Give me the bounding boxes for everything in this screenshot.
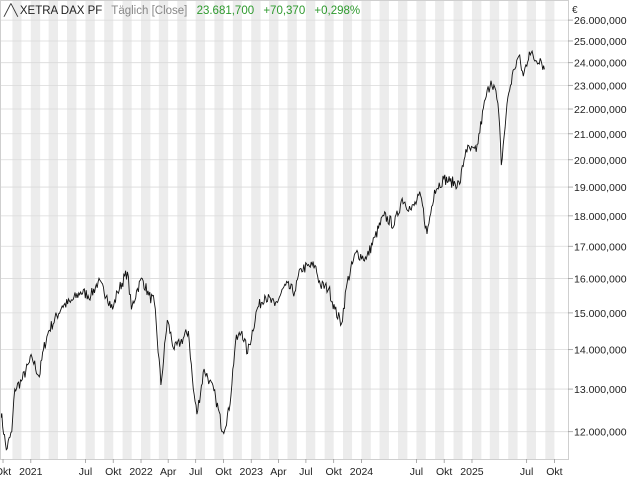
x-tick-label: Jul — [410, 466, 423, 478]
chart-header: ╱╲ XETRA DAX PF Täglich [Close] 23.681,70… — [4, 3, 366, 19]
month-band — [324, 0, 334, 459]
instrument-name: XETRA DAX PF — [19, 5, 103, 17]
y-tick-label: 13.000,000 — [574, 384, 627, 396]
y-tick-label: 12.000,000 — [574, 427, 627, 439]
month-bands — [12, 0, 555, 459]
y-tick-label: 23.000,000 — [574, 80, 627, 92]
y-tick-label: 18.000,000 — [574, 211, 627, 223]
month-band — [251, 0, 261, 459]
x-tick-label: Okt — [105, 466, 121, 478]
month-band — [416, 0, 426, 459]
month-band — [526, 0, 536, 459]
month-band — [122, 0, 132, 459]
month-band — [177, 0, 187, 459]
month-band — [232, 0, 242, 459]
month-band — [287, 0, 297, 459]
month-band — [141, 0, 151, 459]
month-band — [508, 0, 518, 459]
month-band — [195, 0, 206, 459]
gridlines — [0, 19, 568, 433]
dax-price-line — [0, 49, 545, 451]
frequency-label: Täglich [Close] — [111, 5, 188, 17]
y-tick-label: 19.000,000 — [574, 182, 627, 194]
last-price: 23.681,700 — [196, 5, 255, 17]
x-tick-label: Okt — [546, 466, 562, 478]
month-band — [104, 0, 114, 459]
y-axis: 12.000,000 13.000,000 14.000,000 15.000,000… — [568, 15, 627, 439]
y-tick-label: 22.000,000 — [574, 104, 627, 116]
month-band — [379, 0, 389, 459]
y-tick-label: 21.000,000 — [574, 129, 627, 141]
month-band — [361, 0, 371, 459]
change-pct: +0,298% — [314, 5, 361, 17]
month-band — [397, 0, 408, 459]
month-band — [85, 0, 95, 459]
y-tick-label: 16.000,000 — [574, 274, 627, 286]
x-tick-label: Jul — [299, 466, 312, 478]
x-tick-label: Okt — [215, 466, 231, 478]
x-tick-label: 2024 — [350, 466, 374, 478]
x-tick-label: Jul — [189, 466, 202, 478]
month-band — [12, 0, 22, 459]
x-tick-label: Okt — [0, 466, 11, 478]
month-band — [435, 0, 445, 459]
change-abs: +70,370 — [263, 5, 306, 17]
month-band — [471, 0, 482, 459]
y-tick-label: 24.000,000 — [574, 58, 627, 70]
plot-frame — [0, 0, 569, 460]
month-band — [453, 0, 463, 459]
month-band — [305, 0, 316, 459]
month-band — [214, 0, 224, 459]
x-tick-label: Jul — [79, 466, 92, 478]
month-band — [489, 0, 500, 459]
x-tick-label: 2022 — [129, 466, 153, 478]
y-tick-label: 14.000,000 — [574, 345, 627, 357]
y-tick-label: 15.000,000 — [574, 308, 627, 320]
x-tick-label: 2023 — [240, 466, 264, 478]
x-tick-label: 2021 — [19, 466, 43, 478]
x-tick-label: 2025 — [460, 466, 484, 478]
month-band — [269, 0, 279, 459]
y-tick-label: 26.000,000 — [574, 15, 627, 27]
line-chart-icon: ╱╲ — [4, 5, 18, 17]
month-band — [67, 0, 77, 459]
month-band — [545, 0, 555, 459]
month-band — [48, 0, 58, 459]
month-band — [343, 0, 353, 459]
x-tick-label: Okt — [326, 466, 342, 478]
x-axis: Okt 2021 Jul Okt 2022 Apr Jul Okt 2023 Apr Jul Okt 2… — [0, 459, 563, 478]
y-tick-label: 20.000,000 — [574, 155, 627, 167]
x-tick-label: Okt — [436, 466, 452, 478]
y-tick-label: 25.000,000 — [574, 36, 627, 48]
currency-symbol: € — [572, 5, 578, 16]
x-tick-label: Apr — [160, 466, 177, 478]
x-tick-label: Apr — [270, 466, 287, 478]
x-tick-label: Jul — [520, 466, 533, 478]
month-band — [30, 0, 41, 459]
month-band — [158, 0, 169, 459]
y-tick-label: 17.000,000 — [574, 241, 627, 253]
